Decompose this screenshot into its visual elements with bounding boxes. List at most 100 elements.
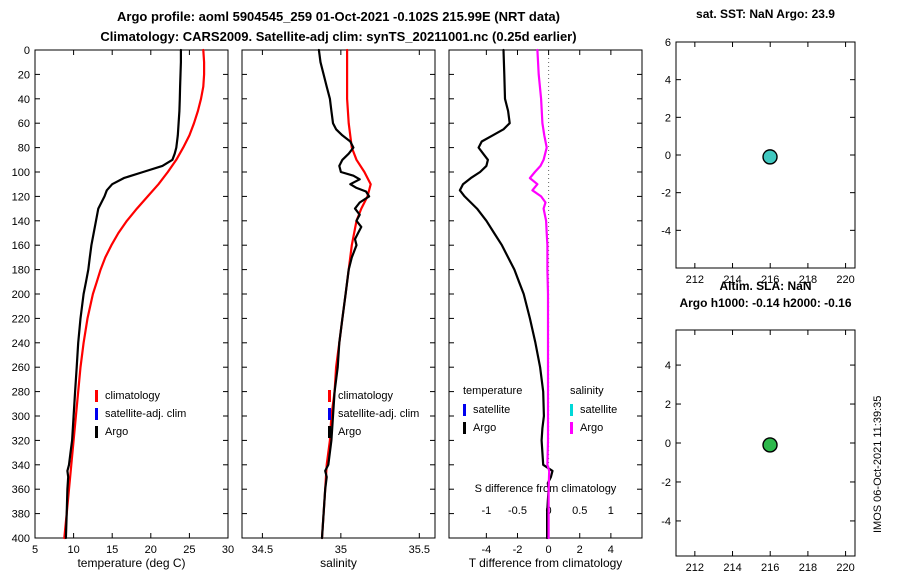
- legend-label: satellite: [473, 404, 511, 416]
- panel-sst-position: 212 214 216 218 220 6 4 2 0 -2 -4: [661, 37, 856, 286]
- y-tick-label: 0: [24, 45, 30, 57]
- legend-item-satellite-adj-clim: satellite-adj. clim: [95, 405, 186, 423]
- legend-item-argo: Argo: [328, 423, 419, 441]
- axes-box: [241, 49, 436, 539]
- temperature-axis-label: temperature (deg C): [77, 556, 186, 570]
- legend-item-satellite: satellite: [570, 401, 617, 419]
- s-difference-axis-label: S difference from climatology: [475, 483, 617, 495]
- y-tick-label: 4: [665, 360, 671, 372]
- panel-salinity-profile: 34.5 35 35.5: [241, 48, 436, 556]
- legend-header-temperature: temperature: [463, 385, 523, 397]
- y-tick-label: 80: [18, 143, 30, 155]
- y-tick-label: 300: [12, 411, 30, 423]
- panel-temperature-profile: 5 10 15 20 25 3002040608010012014016018020022…: [12, 45, 234, 556]
- x-tick-label: 35.5: [409, 544, 430, 556]
- y-tick-label: 2: [665, 399, 671, 411]
- x-tick-label: 34.5: [252, 544, 273, 556]
- argo-line: [64, 48, 182, 540]
- satellite-adj-clim-line-swatch: [95, 408, 98, 420]
- legend-label: climatology: [105, 390, 161, 402]
- y-tick-label: 2: [665, 112, 671, 124]
- y-tick-label: 180: [12, 265, 30, 277]
- argo-line-swatch: [570, 422, 573, 434]
- sst-panel-title: sat. SST: NaN Argo: 23.9: [696, 7, 835, 21]
- climatology-line-swatch: [95, 390, 98, 402]
- x-tick-label: 220: [836, 562, 854, 574]
- y-tick-label: 400: [12, 533, 30, 545]
- y-tick-label: 380: [12, 509, 30, 521]
- x-tick-label: 216: [761, 562, 779, 574]
- argo-line-swatch: [95, 426, 98, 438]
- t-difference-axis-label: T difference from climatology: [468, 556, 623, 570]
- t-difference-argo-line: [458, 48, 554, 540]
- x-tick-label: 214: [723, 562, 741, 574]
- legend-label: climatology: [338, 390, 394, 402]
- y-tick-label: 320: [12, 435, 30, 447]
- axes-box: [34, 49, 229, 539]
- legend-item-satellite-adj-clim: satellite-adj. clim: [328, 405, 419, 423]
- legend-item-climatology: climatology: [95, 387, 186, 405]
- satellite-line-swatch: [570, 404, 573, 416]
- y-tick-label: 340: [12, 460, 30, 472]
- legend-label: Argo: [338, 426, 362, 438]
- imos-timestamp-watermark: IMOS 06-Oct-2021 11:39:35: [872, 395, 884, 533]
- y-tick-label: 280: [12, 387, 30, 399]
- legend-label: Argo: [473, 422, 497, 434]
- salinity-axis-label: salinity: [320, 556, 357, 570]
- difference-legend-temperature: temperature satellite Argo: [463, 382, 522, 437]
- y-tick-label: 0: [665, 150, 671, 162]
- legend-label: Argo: [580, 422, 604, 434]
- difference-legend-salinity: salinity satellite Argo: [570, 382, 617, 437]
- figure-title-line1: Argo profile: aoml 5904545_259 01-Oct-20…: [117, 9, 560, 24]
- x-tick-label: 218: [799, 274, 817, 286]
- y-tick-label: 240: [12, 338, 30, 350]
- float-position-marker: [762, 149, 778, 165]
- temperature-legend: climatology satellite-adj. clim Argo: [95, 387, 186, 441]
- panel-difference-profile: -4 -2 0 2 4 S difference from climatology -1 -0…: [448, 48, 643, 556]
- legend-label: satellite-adj. clim: [105, 408, 187, 420]
- sla-panel-title-line1: Altim. SLA: NaN: [719, 279, 812, 293]
- y-tick-label: 40: [18, 94, 30, 106]
- climatology-line-swatch: [328, 390, 331, 402]
- y-tick-label: -2: [661, 188, 671, 200]
- panel-sla-position: 212 214 216 218 220 4 2 0 -2 -4: [661, 329, 856, 574]
- y-tick-label: 20: [18, 69, 30, 81]
- s-difference-argo-line: [528, 48, 551, 540]
- figure-title-line2: Climatology: CARS2009. Satellite-adj cli…: [100, 29, 577, 44]
- x-tick-label: 220: [836, 274, 854, 286]
- s-tick-label: -0.5: [508, 505, 527, 517]
- y-tick-label: 4: [665, 75, 671, 87]
- y-tick-label: -2: [661, 477, 671, 489]
- x-tick-label: 5: [32, 544, 38, 556]
- x-tick-label: -2: [513, 544, 523, 556]
- y-tick-label: 60: [18, 118, 30, 130]
- y-tick-label: 100: [12, 167, 30, 179]
- y-tick-label: 220: [12, 313, 30, 325]
- x-tick-label: 216: [761, 274, 779, 286]
- y-tick-label: 6: [665, 37, 671, 49]
- argo-line: [317, 48, 371, 540]
- x-tick-label: 15: [106, 544, 118, 556]
- legend-label: satellite-adj. clim: [338, 408, 420, 420]
- legend-item-argo: Argo: [95, 423, 186, 441]
- x-tick-label: 35: [335, 544, 347, 556]
- s-tick-label: 0.5: [572, 505, 587, 517]
- x-tick-label: 4: [608, 544, 614, 556]
- y-tick-label: 120: [12, 191, 30, 203]
- legend-item-argo: Argo: [463, 419, 522, 437]
- legend-header-salinity: salinity: [570, 385, 604, 397]
- y-tick-label: 360: [12, 484, 30, 496]
- x-tick-label: 214: [723, 274, 741, 286]
- y-tick-label: -4: [661, 225, 671, 237]
- satellite-adj-clim-line-swatch: [328, 408, 331, 420]
- float-position-marker: [762, 437, 778, 453]
- legend-item-satellite: satellite: [463, 401, 522, 419]
- x-tick-label: 10: [67, 544, 79, 556]
- x-tick-label: 212: [686, 562, 704, 574]
- satellite-line-swatch: [463, 404, 466, 416]
- x-tick-label: 30: [222, 544, 234, 556]
- y-tick-label: 260: [12, 362, 30, 374]
- argo-line-swatch: [463, 422, 466, 434]
- legend-label: Argo: [105, 426, 129, 438]
